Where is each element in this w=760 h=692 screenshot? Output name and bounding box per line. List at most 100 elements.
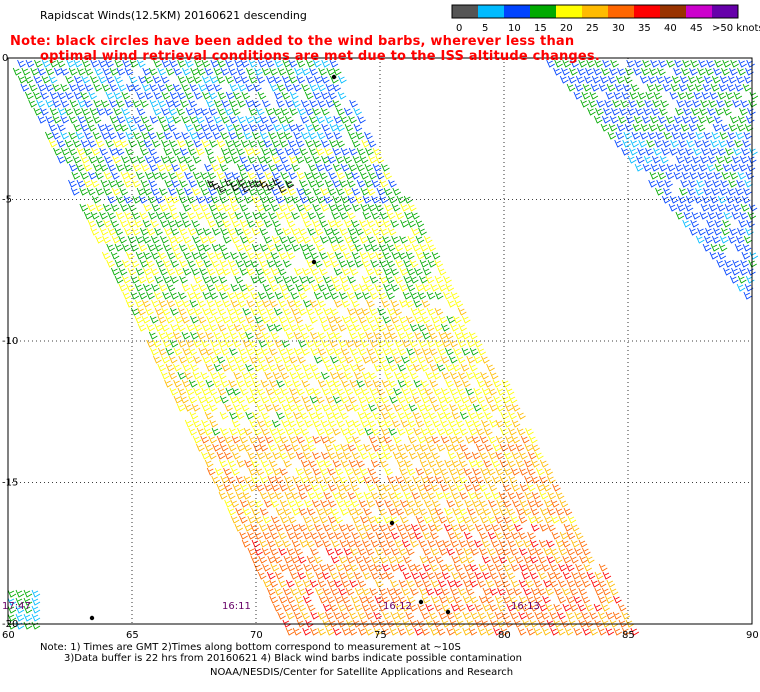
wind-barb [227,291,236,300]
wind-barb [605,595,614,604]
wind-barb [372,411,382,420]
wind-barb [677,195,687,204]
wind-barb [352,467,361,476]
wind-barb [176,107,185,116]
latitude-label: -15 [2,478,18,489]
wind-barb [221,283,231,292]
wind-barb [693,195,703,204]
wind-barb [251,395,261,404]
wind-barb [499,443,509,452]
wind-barb [274,227,284,236]
wind-barb [200,435,209,444]
wind-barb [293,331,303,340]
wind-barb [37,115,47,124]
wind-barb [193,387,202,396]
wind-barb [717,251,727,260]
wind-barb [574,611,583,620]
wind-barb [385,387,395,396]
wind-barb [492,475,501,484]
wind-barb [582,547,591,556]
wind-barb [403,275,412,284]
wind-barb [367,515,376,524]
wind-barb [530,475,540,484]
wind-barb [451,475,461,484]
wind-barb [326,595,335,604]
wind-barb [306,539,315,548]
wind-barb [51,131,61,140]
wind-barb [153,291,163,300]
wind-barb [612,611,622,620]
wind-barb [128,155,138,164]
wind-barb [357,115,366,124]
wind-barb [679,75,689,84]
wind-barb [518,531,527,540]
wind-barb [202,291,212,300]
wind-barb [450,539,459,548]
wind-barb [305,123,314,132]
wind-barb [165,331,175,340]
wind-barb [259,539,268,548]
wind-barb [486,467,496,476]
wind-barb [214,315,223,324]
wind-barb [405,547,415,556]
wind-barb [306,507,316,516]
wind-barb [267,243,276,252]
wind-barb [410,291,419,300]
wind-barb [397,363,406,372]
wind-barb [353,539,363,548]
wind-barb [385,323,395,332]
wind-barb [182,219,192,228]
wind-barb [338,491,348,500]
wind-barb [165,315,174,324]
wind-barb [495,467,505,476]
wind-barb [553,603,563,612]
wind-barb [589,627,598,636]
wind-barb [167,123,177,132]
wind-barb [335,235,344,244]
wind-barb [393,619,403,628]
wind-barb [500,411,509,420]
wind-barb [315,587,324,596]
wind-barb [744,123,754,132]
wind-barb [445,347,454,356]
wind-barb [717,195,727,204]
wind-barb [310,347,320,356]
wind-barb [174,315,183,324]
wind-barb [594,571,604,580]
wind-barb [163,243,172,252]
wind-barb [519,563,528,572]
wind-barb [248,107,258,116]
wind-barb [483,475,493,484]
wind-barb [489,419,498,428]
wind-barb [675,211,685,220]
wind-barb [234,195,244,204]
wind-barb [363,491,373,500]
wind-barb [270,283,279,292]
wind-barb [299,243,309,252]
wind-barb [715,155,725,164]
wind-barb [293,347,303,356]
wind-barb [347,427,357,436]
wind-barb [377,307,386,316]
wind-barb [260,347,270,356]
wind-barb [315,147,325,156]
wind-barb [312,451,321,460]
wind-barb [119,219,129,228]
wind-barb [232,123,242,132]
wind-barb [691,155,701,164]
wind-barb [185,107,195,116]
wind-barb [286,531,296,540]
wind-barb [233,323,243,332]
wind-barb [17,59,26,68]
wind-barb [193,275,203,284]
wind-barb [305,339,315,348]
wind-barb [134,299,144,308]
wind-barb [265,355,274,364]
wind-barb [129,59,139,68]
wind-barb [294,315,303,324]
wind-barb [430,579,440,588]
wind-barb [699,107,708,116]
wind-barb [342,483,352,492]
wind-barb [288,155,298,164]
wind-barb [312,419,322,428]
